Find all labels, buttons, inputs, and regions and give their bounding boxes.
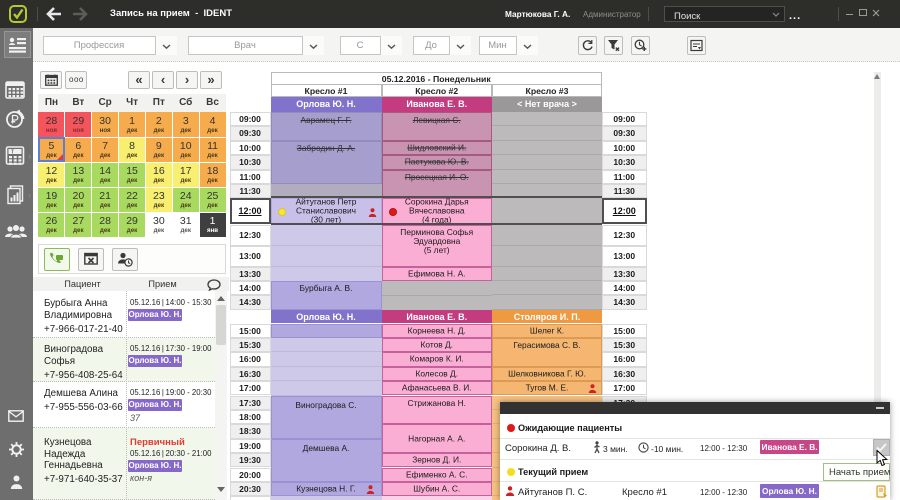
svg-text:T: T: [11, 150, 14, 156]
